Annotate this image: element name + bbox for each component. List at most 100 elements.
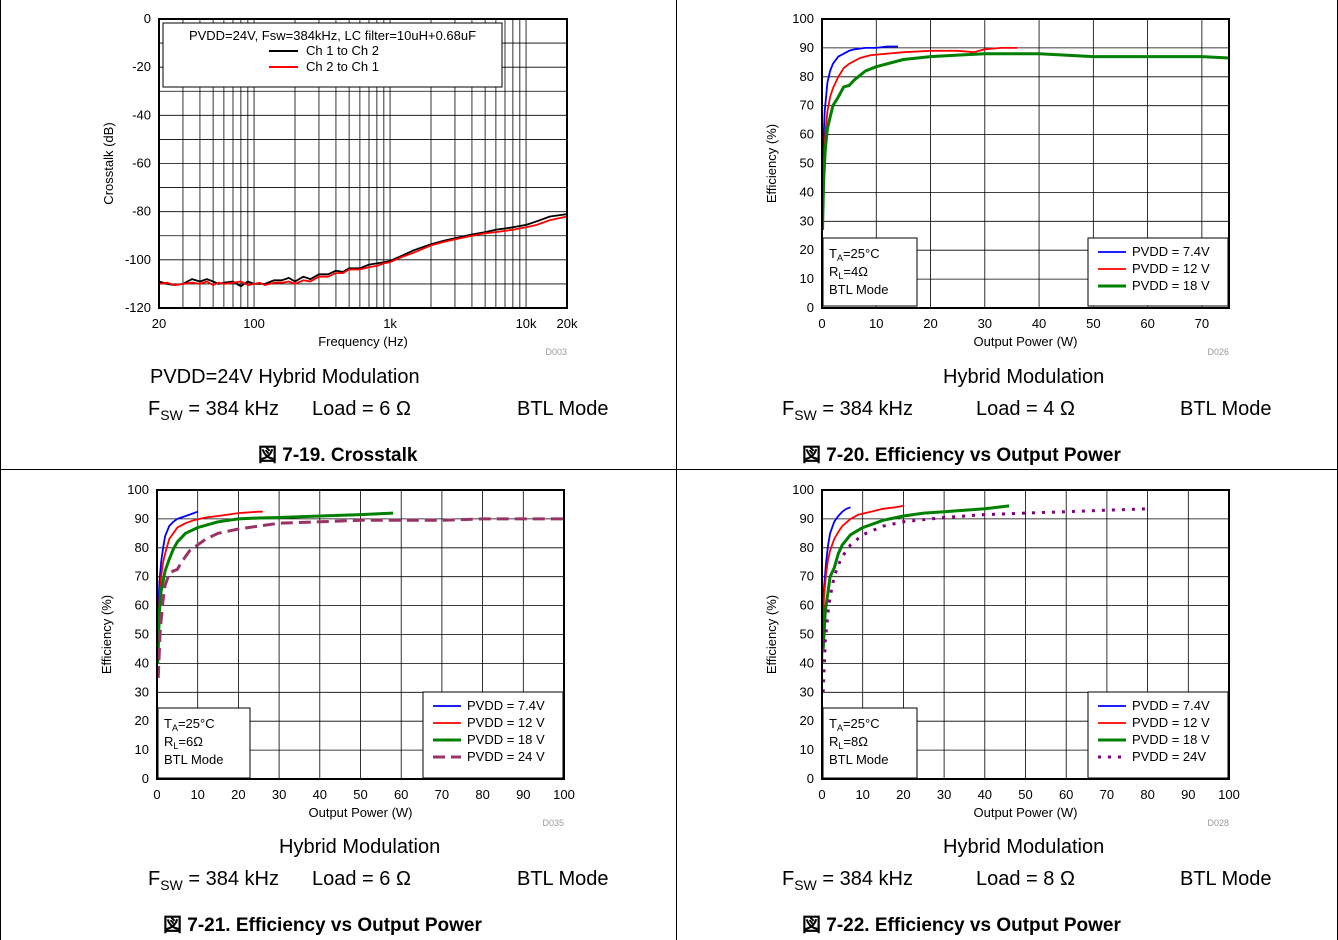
x-tick-label: 40 [313, 787, 327, 802]
figure-title: 図 7-22. Efficiency vs Output Power [802, 915, 1121, 936]
series-line-4 [821, 507, 1148, 693]
y-tick-label: -60 [132, 156, 151, 171]
plot-frame [821, 489, 1230, 780]
y-axis-label: Efficiency (%) [764, 595, 779, 674]
caption-line1: Hybrid Modulation [943, 366, 1105, 388]
fsw-subscript: SW [160, 407, 183, 423]
x-tick-label: 40 [978, 787, 992, 802]
fsw-value: = 384 kHz [816, 868, 913, 890]
y-axis-label: Efficiency (%) [99, 595, 114, 674]
series-line-3 [821, 504, 1010, 649]
figure-code: D026 [1207, 347, 1229, 357]
chart-efficiency-8ohm: PVDD = 7.4V PVDD = 12 V PVDD = 18 V PVDD = … [764, 482, 1240, 828]
panel-efficiency-6ohm: PVDD = 7.4V PVDD = 12 V PVDD = 18 V PVDD = … [0, 470, 676, 939]
y-tick-label: 100 [792, 11, 814, 26]
y-tick-label: 50 [800, 627, 814, 642]
y-tick-label: 20 [800, 713, 814, 728]
caption-mode: BTL Mode [1180, 398, 1272, 420]
legend-box [162, 22, 503, 88]
legend-label: PVDD = 7.4V [1132, 698, 1210, 713]
y-tick-label: 90 [135, 511, 149, 526]
plot-frame [821, 18, 1230, 309]
caption-fsw: FSW = 384 kHz [782, 868, 913, 893]
series-line-3 [821, 52, 1230, 231]
series-line-2 [821, 505, 904, 649]
y-tick-label: 0 [807, 771, 814, 786]
x-axis-label: Output Power (W) [973, 805, 1077, 820]
caption-mode: BTL Mode [1180, 868, 1272, 890]
x-tick-label: 10 [190, 787, 204, 802]
x-tick-label: 0 [818, 787, 825, 802]
conditions-box [157, 707, 251, 779]
legend-label: PVDD = 24V [1132, 749, 1206, 764]
x-tick-label: 0 [818, 316, 825, 331]
sheet-border-left [0, 0, 1, 940]
caption-line1: PVDD=24V Hybrid Modulation [150, 366, 420, 388]
x-tick-label: 70 [1195, 316, 1209, 331]
legend-label: PVDD = 12 V [467, 715, 545, 730]
y-tick-label: 40 [135, 655, 149, 670]
fsw-symbol: F [148, 398, 161, 420]
x-tick-label: 50 [1086, 316, 1100, 331]
caption-fsw: FSW = 384 kHz [148, 868, 279, 893]
caption-line1: Hybrid Modulation [943, 836, 1105, 858]
fsw-subscript: SW [794, 877, 817, 893]
y-tick-label: 80 [800, 540, 814, 555]
x-tick-label: 60 [1140, 316, 1154, 331]
x-tick-label: 60 [394, 787, 408, 802]
x-tick-label: 60 [1059, 787, 1073, 802]
y-tick-label: 30 [800, 213, 814, 228]
condition-label: TA=25°C [829, 716, 880, 733]
y-tick-label: 20 [135, 713, 149, 728]
condition-label: BTL Mode [164, 752, 224, 767]
x-tick-label: 100 [553, 787, 575, 802]
condition-label: BTL Mode [829, 752, 889, 767]
caption-load: Load = 6 Ω [312, 398, 411, 420]
series-line-1 [158, 213, 568, 288]
fsw-subscript: SW [160, 877, 183, 893]
y-tick-label: 60 [800, 127, 814, 142]
legend-label: PVDD = 12 V [1132, 261, 1210, 276]
condition-label: TA=25°C [164, 716, 215, 733]
fsw-symbol: F [782, 398, 795, 420]
figure-code: D028 [1207, 818, 1229, 828]
x-tick-label: 30 [978, 316, 992, 331]
y-tick-label: 50 [800, 156, 814, 171]
caption-load: Load = 6 Ω [312, 868, 411, 890]
x-tick-label: 10 [869, 316, 883, 331]
x-tick-label: 20 [231, 787, 245, 802]
x-axis-label: Frequency (Hz) [318, 334, 408, 349]
panel-efficiency-4ohm: PVDD = 7.4V PVDD = 12 V PVDD = 18 V TA=25°C… [677, 0, 1338, 469]
series-line-3 [156, 511, 394, 664]
y-tick-label: 70 [135, 569, 149, 584]
y-tick-label: 20 [800, 242, 814, 257]
figure-title: 図 7-20. Efficiency vs Output Power [802, 445, 1121, 466]
plot-frame [156, 489, 565, 780]
y-tick-label: -120 [125, 300, 151, 315]
figure-code: D035 [542, 818, 564, 828]
x-tick-label: 20k [557, 316, 578, 331]
legend-label: Ch 2 to Ch 1 [306, 59, 379, 74]
figure-title: 図 7-19. Crosstalk [258, 445, 418, 466]
y-tick-label: 100 [127, 482, 149, 497]
y-tick-label: 10 [800, 271, 814, 286]
panel-divider-horizontal [0, 469, 1338, 470]
y-tick-label: 30 [135, 684, 149, 699]
caption-fsw: FSW = 384 kHz [148, 398, 279, 423]
condition-label: RL=4Ω [829, 264, 868, 281]
y-tick-label: 30 [800, 684, 814, 699]
y-tick-label: 80 [135, 540, 149, 555]
y-tick-label: 60 [800, 598, 814, 613]
x-tick-label: 0 [153, 787, 160, 802]
y-tick-label: 80 [800, 69, 814, 84]
y-axis-label: Crosstalk (dB) [101, 122, 116, 204]
legend-label: PVDD = 12 V [1132, 715, 1210, 730]
panel-efficiency-8ohm: PVDD = 7.4V PVDD = 12 V PVDD = 18 V PVDD = … [677, 470, 1338, 939]
caption-fsw: FSW = 384 kHz [782, 398, 913, 423]
conditions-box [822, 707, 918, 779]
x-tick-label: 10 [855, 787, 869, 802]
y-tick-label: 10 [135, 742, 149, 757]
legend-box [1087, 237, 1229, 307]
x-tick-label: 100 [243, 316, 265, 331]
series-line-2 [158, 215, 568, 287]
